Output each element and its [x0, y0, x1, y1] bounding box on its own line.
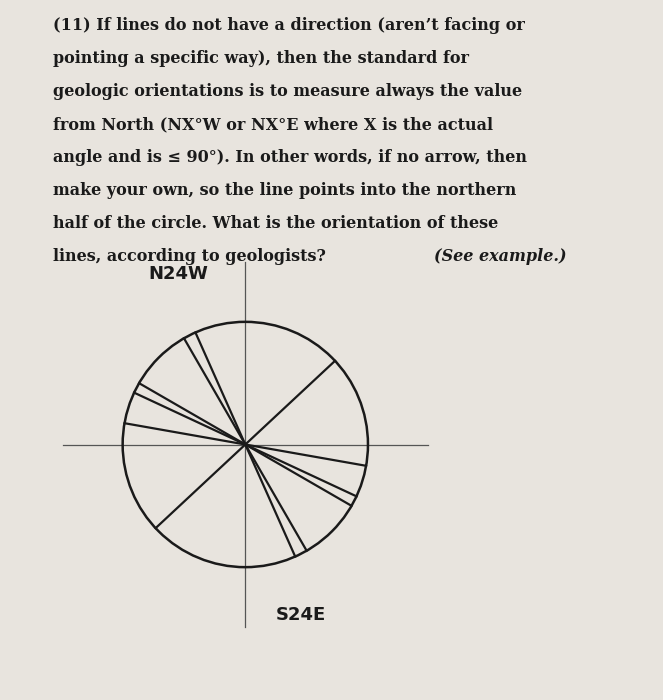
Text: make your own, so the line points into the northern: make your own, so the line points into t…: [53, 182, 516, 199]
Text: angle and is ≤ 90°). In other words, if no arrow, then: angle and is ≤ 90°). In other words, if …: [53, 149, 527, 166]
Text: from North (NX°W or NX°E where X is the actual: from North (NX°W or NX°E where X is the …: [53, 116, 493, 133]
Text: (See example.): (See example.): [434, 248, 567, 265]
Text: N24W: N24W: [148, 265, 208, 284]
Text: S24E: S24E: [275, 606, 326, 624]
Text: pointing a specific way), then the standard for: pointing a specific way), then the stand…: [53, 50, 469, 67]
Text: lines, according to geologists?: lines, according to geologists?: [53, 248, 332, 265]
Text: half of the circle. What is the orientation of these: half of the circle. What is the orientat…: [53, 215, 499, 232]
Text: (11) If lines do not have a direction (aren’t facing or: (11) If lines do not have a direction (a…: [53, 18, 525, 34]
Text: geologic orientations is to measure always the value: geologic orientations is to measure alwa…: [53, 83, 522, 100]
